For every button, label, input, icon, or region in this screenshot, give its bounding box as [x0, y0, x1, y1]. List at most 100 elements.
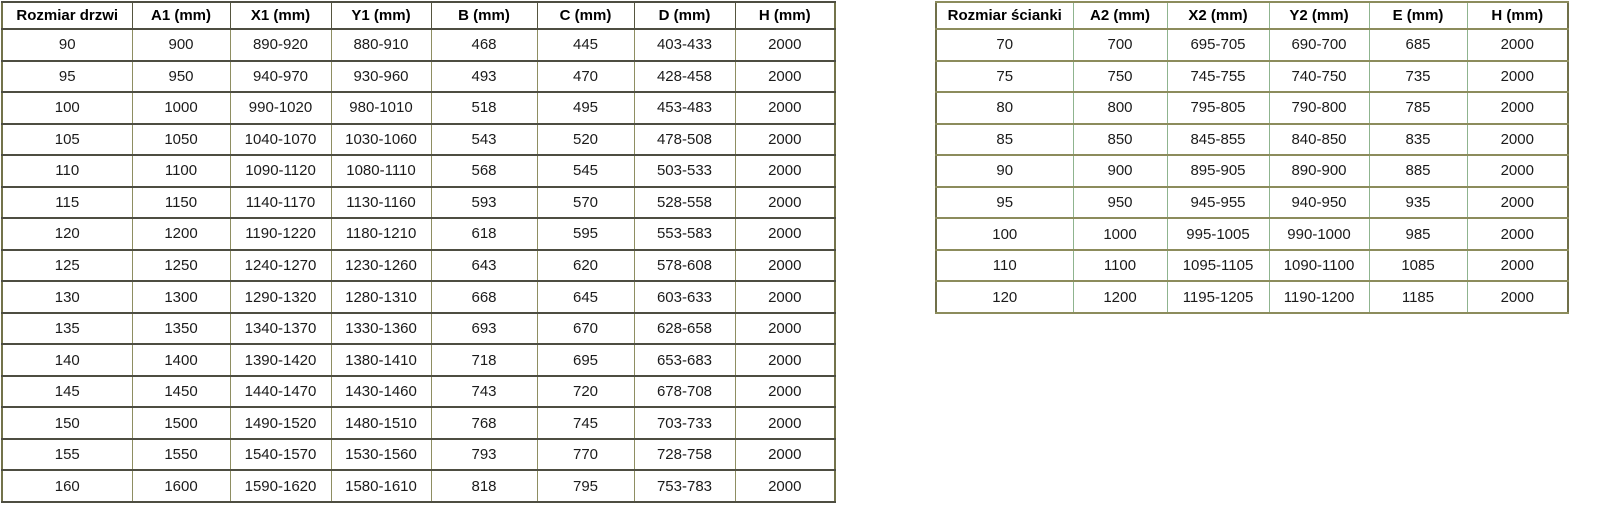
table-cell: 520: [536, 122, 635, 157]
table-cell: 2000: [1466, 59, 1569, 94]
table-cell: 950: [131, 59, 231, 94]
table-cell: 2000: [734, 469, 836, 503]
table-cell: 1195-1205: [1166, 280, 1270, 314]
table-cell: 2000: [734, 154, 836, 188]
column-header: Rozmiar drzwi: [1, 1, 133, 30]
column-header: Y1 (mm): [330, 1, 432, 30]
table-cell: 990-1000: [1268, 217, 1370, 251]
table-cell: 1040-1070: [229, 122, 332, 157]
table-cell: 935: [1368, 185, 1468, 220]
column-header: A1 (mm): [131, 1, 231, 30]
table-cell: 478-508: [633, 122, 736, 157]
table-row: 90 900 890-920 880-910 468 445 403-433 2000: [1, 28, 836, 62]
table-cell: 695: [536, 343, 635, 377]
table-cell: 690-700: [1268, 28, 1370, 62]
table-row: 105 1050 1040-1070 1030-1060 543 520 478-508 20…: [1, 122, 836, 157]
column-header: H (mm): [1466, 1, 1569, 30]
column-header: E (mm): [1368, 1, 1468, 30]
column-header: Y2 (mm): [1268, 1, 1370, 30]
table-cell: 1450: [131, 374, 231, 409]
table-row: 110 1100 1090-1120 1080-1110 568 545 503-533 20…: [1, 154, 836, 188]
table-cell: 643: [430, 248, 538, 283]
table-cell: 468: [430, 28, 538, 62]
table-cell: 145: [1, 374, 133, 409]
table-cell: 750: [1072, 59, 1168, 94]
table-cell: 2000: [734, 59, 836, 94]
table-cell: 1530-1560: [330, 437, 432, 472]
table-cell: 900: [131, 28, 231, 62]
table-cell: 1095-1105: [1166, 248, 1270, 283]
table-cell: 1230-1260: [330, 248, 432, 283]
table-cell: 1350: [131, 311, 231, 346]
table-cell: 503-533: [633, 154, 736, 188]
table-cell: 785: [1368, 91, 1468, 125]
table-cell: 120: [1, 217, 133, 251]
table-cell: 1190-1220: [229, 217, 332, 251]
column-header: X2 (mm): [1166, 1, 1270, 30]
table-cell: 2000: [1466, 91, 1569, 125]
table-cell: 743: [430, 374, 538, 409]
table-cell: 1500: [131, 406, 231, 440]
table-cell: 553-583: [633, 217, 736, 251]
table-cell: 453-483: [633, 91, 736, 125]
table-cell: 90: [935, 154, 1074, 188]
table-row: 140 1400 1390-1420 1380-1410 718 695 653-683 20…: [1, 343, 836, 377]
table-cell: 720: [536, 374, 635, 409]
table-cell: 95: [1, 59, 133, 94]
table-cell: 1190-1200: [1268, 280, 1370, 314]
table-cell: 1300: [131, 280, 231, 314]
table-cell: 795: [536, 469, 635, 503]
table-cell: 2000: [734, 91, 836, 125]
table-cell: 1185: [1368, 280, 1468, 314]
column-header: H (mm): [734, 1, 836, 30]
table-cell: 890-900: [1268, 154, 1370, 188]
table-row: 85 850 845-855 840-850 835 2000: [935, 122, 1569, 157]
table-cell: 2000: [734, 217, 836, 251]
table-row: 120 1200 1190-1220 1180-1210 618 595 553-583 20…: [1, 217, 836, 251]
table-cell: 2000: [734, 437, 836, 472]
table-cell: 890-920: [229, 28, 332, 62]
table-cell: 80: [935, 91, 1074, 125]
table-cell: 2000: [1466, 122, 1569, 157]
column-header: D (mm): [633, 1, 736, 30]
table-cell: 528-558: [633, 185, 736, 220]
table-cell: 1600: [131, 469, 231, 503]
table-cell: 140: [1, 343, 133, 377]
column-header: C (mm): [536, 1, 635, 30]
table-cell: 403-433: [633, 28, 736, 62]
header-row: Rozmiar drzwi A1 (mm) X1 (mm) Y1 (mm) B (mm)…: [1, 1, 836, 30]
table-cell: 1100: [1072, 248, 1168, 283]
door-size-table: Rozmiar drzwi A1 (mm) X1 (mm) Y1 (mm) B (mm)…: [1, 1, 836, 503]
table-cell: 1240-1270: [229, 248, 332, 283]
table-cell: 735: [1368, 59, 1468, 94]
table-row: 135 1350 1340-1370 1330-1360 693 670 628-658 20…: [1, 311, 836, 346]
table-row: 145 1450 1440-1470 1430-1460 743 720 678-708 20…: [1, 374, 836, 409]
table-row: 100 1000 990-1020 980-1010 518 495 453-483 2000: [1, 91, 836, 125]
table-cell: 995-1005: [1166, 217, 1270, 251]
table-row: 150 1500 1490-1520 1480-1510 768 745 703-733 20…: [1, 406, 836, 440]
table-cell: 1330-1360: [330, 311, 432, 346]
table-cell: 845-855: [1166, 122, 1270, 157]
table-cell: 645: [536, 280, 635, 314]
wall-size-table-header: Rozmiar ścianki A2 (mm) X2 (mm) Y2 (mm) E (m…: [935, 1, 1569, 30]
table-cell: 110: [935, 248, 1074, 283]
table-cell: 110: [1, 154, 133, 188]
table-row: 95 950 940-970 930-960 493 470 428-458 2000: [1, 59, 836, 94]
table-cell: 1050: [131, 122, 231, 157]
table-cell: 818: [430, 469, 538, 503]
table-cell: 885: [1368, 154, 1468, 188]
table-row: 75 750 745-755 740-750 735 2000: [935, 59, 1569, 94]
table-cell: 880-910: [330, 28, 432, 62]
table-cell: 428-458: [633, 59, 736, 94]
door-size-table-header: Rozmiar drzwi A1 (mm) X1 (mm) Y1 (mm) B (mm)…: [1, 1, 836, 30]
table-cell: 1000: [131, 91, 231, 125]
table-cell: 985: [1368, 217, 1468, 251]
table-cell: 1580-1610: [330, 469, 432, 503]
table-cell: 495: [536, 91, 635, 125]
table-cell: 2000: [1466, 154, 1569, 188]
table-cell: 135: [1, 311, 133, 346]
wall-size-table: Rozmiar ścianki A2 (mm) X2 (mm) Y2 (mm) E (m…: [935, 1, 1569, 314]
table-cell: 445: [536, 28, 635, 62]
table-cell: 115: [1, 185, 133, 220]
table-cell: 2000: [1466, 217, 1569, 251]
